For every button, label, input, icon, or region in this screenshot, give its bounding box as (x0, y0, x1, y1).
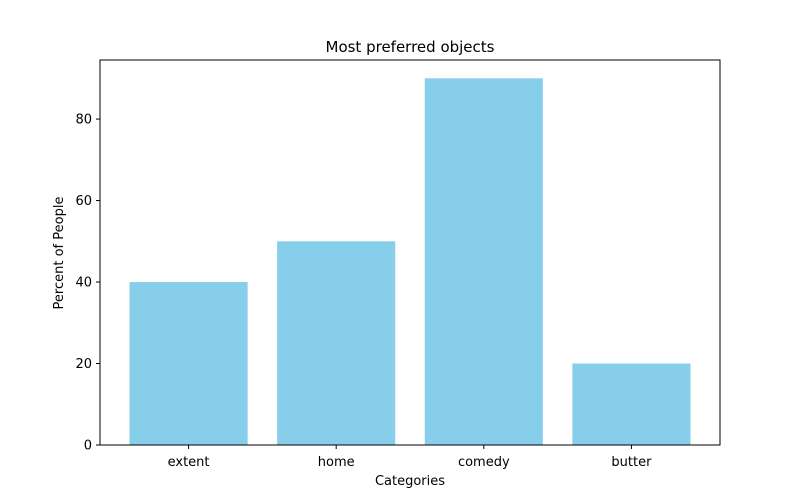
chart-title: Most preferred objects (326, 38, 495, 56)
bar-extent (129, 282, 248, 445)
y-tick-label: 20 (75, 357, 92, 372)
bar-home (277, 241, 396, 445)
y-tick-label: 80 (75, 113, 92, 128)
bar-butter (572, 363, 691, 445)
x-tick-label: extent (168, 455, 210, 470)
x-axis-ticks: extent home comedy butter (168, 445, 652, 470)
y-tick-label: 40 (75, 276, 92, 291)
y-axis-label: Percent of People (52, 197, 67, 310)
bar-comedy (424, 78, 543, 445)
plot-frame (99, 59, 721, 446)
y-tick-label: 0 (84, 439, 92, 454)
y-axis-ticks: 0 20 40 60 80 (75, 113, 100, 454)
bars-layer (129, 78, 691, 445)
x-tick-label: comedy (458, 455, 510, 470)
x-axis-label: Categories (375, 474, 445, 489)
x-tick-label: home (318, 455, 355, 470)
y-tick-label: 60 (75, 194, 92, 209)
x-tick-label: butter (611, 455, 652, 470)
axes-layer (99, 59, 721, 446)
